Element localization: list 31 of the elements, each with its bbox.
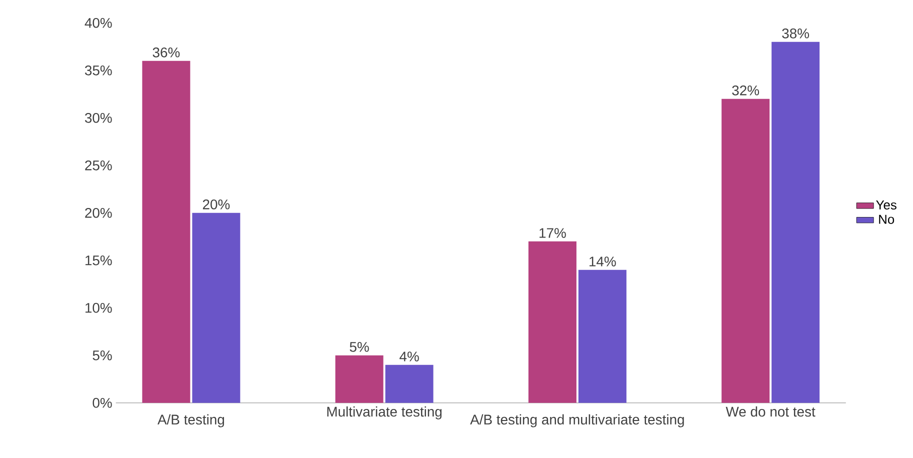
bar [192, 212, 240, 403]
y-tick-label: 5% [92, 350, 112, 360]
y-tick-label: 0% [92, 398, 112, 408]
x-tick-label: We do not test [726, 406, 816, 417]
y-tick-label: 25% [85, 160, 112, 170]
data-label: 38% [782, 28, 810, 38]
legend-label: Yes [876, 200, 896, 210]
bar [772, 42, 820, 403]
x-tick-label: A/B testing and multivariate testing [470, 414, 684, 428]
bar [385, 364, 434, 403]
y-tick-label: 20% [85, 208, 112, 218]
data-label: 4% [400, 352, 419, 362]
data-label: 20% [202, 199, 230, 210]
bar [722, 98, 770, 403]
y-tick-label: 30% [84, 112, 112, 123]
bar [335, 355, 384, 403]
y-tick-label: 35% [84, 65, 112, 76]
data-label: 5% [350, 342, 369, 352]
y-tick-label: 15% [86, 255, 112, 266]
y-tick-label: 10% [86, 302, 112, 313]
x-tick-label: A/B testing [158, 414, 224, 428]
y-tick-label: 40% [84, 18, 112, 28]
bar [528, 241, 576, 403]
bar [142, 60, 190, 403]
bar [578, 270, 626, 403]
data-label: 36% [152, 47, 180, 58]
x-tick-label: Multivariate testing [327, 406, 442, 420]
legend-label: No [879, 214, 894, 224]
data-label: 17% [540, 228, 566, 238]
data-label: 32% [732, 85, 760, 96]
data-label: 14% [590, 256, 616, 266]
